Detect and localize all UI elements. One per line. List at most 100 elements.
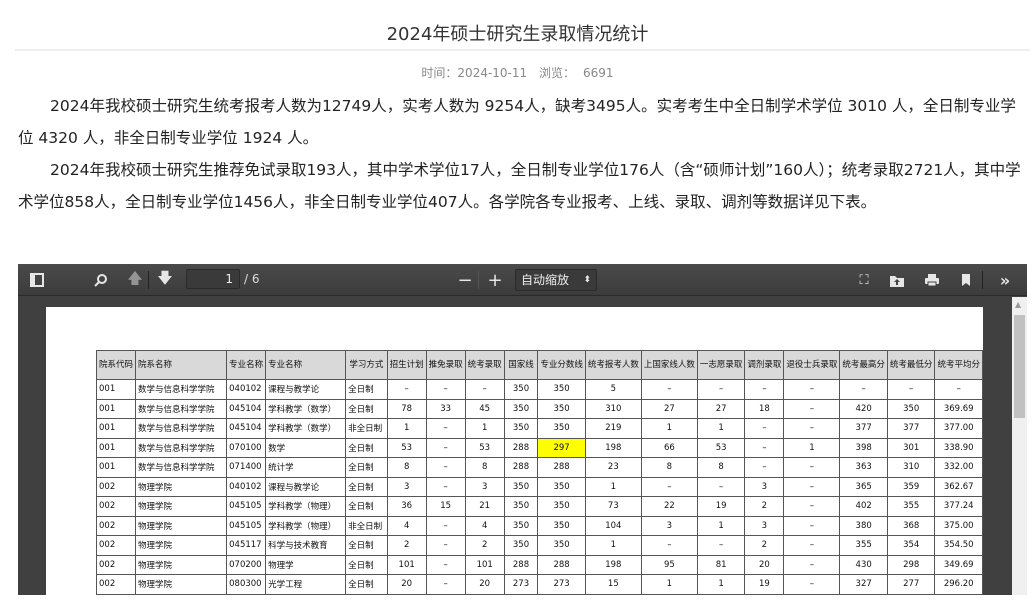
table-cell: –: [696, 476, 746, 497]
table-cell: 002: [95, 515, 137, 536]
table-cell: 53: [464, 437, 505, 458]
table-cell: 355: [839, 535, 888, 556]
table-cell: 物理学院: [135, 574, 228, 595]
table-cell: 001: [95, 418, 137, 439]
table-cell: 350: [537, 535, 586, 556]
bookmark-icon[interactable]: [955, 269, 977, 291]
table-cell: 002: [95, 476, 137, 497]
table-cell: 002: [95, 554, 137, 575]
arrow-down-icon[interactable]: 🡇: [157, 268, 173, 287]
table-cell: 288: [503, 457, 539, 478]
table-cell: 36: [386, 496, 427, 517]
scrollbar-thumb[interactable]: [1014, 315, 1025, 418]
table-cell: 045105: [226, 496, 267, 517]
table-cell: 物理学: [265, 554, 347, 575]
table-cell: 全日制: [345, 379, 388, 400]
table-cell: 1: [783, 437, 841, 458]
print-icon[interactable]: [921, 269, 943, 291]
table-cell: –: [744, 437, 785, 458]
table-cell: 非全日制: [345, 418, 388, 439]
table-cell: –: [696, 379, 746, 400]
column-header: 专业分数线: [537, 350, 586, 380]
table-row: 001 数学与信息科学学院 045104 学科教学（数学） 非全日制 1–1 350 350 2…: [95, 418, 983, 439]
paragraph-exam-stats: 2024年我校硕士研究生统考报考人数为12749人，实考人数为 9254人，缺考…: [18, 97, 1016, 147]
table-cell: 070200: [226, 554, 267, 575]
table-cell: 288: [537, 457, 586, 478]
sidebar-toggle-icon[interactable]: [26, 269, 48, 291]
table-cell: 377.00: [934, 418, 983, 439]
table-cell: 349.69: [934, 554, 983, 575]
table-cell: –: [783, 457, 841, 478]
table-cell: 1: [696, 515, 746, 536]
table-cell: 402: [839, 496, 888, 517]
table-cell: 040102: [226, 379, 267, 400]
column-header: 调剂录取: [744, 350, 785, 380]
table-cell: 数学: [265, 437, 347, 458]
table-cell: 全日制: [345, 496, 388, 517]
table-cell: 362.67: [934, 476, 983, 497]
table-cell: 课程与教学论: [265, 379, 347, 400]
fullscreen-icon[interactable]: ⛶: [859, 272, 869, 288]
table-cell: 81: [696, 554, 746, 575]
table-cell: 363: [839, 457, 888, 478]
scroll-up-icon[interactable]: ▲: [1015, 300, 1022, 309]
column-header: 统考平均分: [934, 350, 983, 380]
table-cell: –: [425, 476, 466, 497]
table-cell: 398: [839, 437, 888, 458]
table-cell: 2: [744, 535, 785, 556]
table-cell: 297: [537, 437, 586, 458]
table-cell: –: [783, 574, 841, 595]
table-cell: 332.00: [934, 457, 983, 478]
plus-icon[interactable]: +: [487, 269, 503, 291]
table-cell: 277: [886, 574, 936, 595]
table-cell: 15: [425, 496, 466, 517]
double-chevron-right-icon[interactable]: »: [999, 270, 1011, 290]
admission-table: 院系代码 院系名称 专业名称 专业名称 学习方式 招生计划 推免录取 统考录取 国家线 专业分数线…: [95, 350, 983, 595]
select-arrows-icon: ⬍: [583, 275, 591, 285]
table-cell: 8: [696, 457, 746, 478]
table-cell: –: [783, 515, 841, 536]
table-cell: 377: [839, 418, 888, 439]
search-icon[interactable]: [90, 269, 112, 291]
table-cell: 288: [503, 554, 539, 575]
table-cell: 19: [744, 574, 785, 595]
table-cell: 338.90: [934, 437, 983, 458]
table-cell: 369.69: [934, 398, 983, 419]
table-cell: –: [386, 379, 427, 400]
table-cell: 18: [744, 398, 785, 419]
table-cell: 355: [886, 496, 936, 517]
table-cell: –: [783, 535, 841, 556]
minus-icon[interactable]: −: [457, 269, 473, 291]
table-row: 002 物理学院 080300 光学工程 全日制 20–20 273 273 15 1 1 19–32…: [95, 574, 983, 595]
table-cell: 20: [744, 554, 785, 575]
column-header: 招生计划: [386, 350, 427, 380]
table-cell: 27: [696, 398, 746, 419]
table-cell: –: [839, 379, 888, 400]
page-number-input[interactable]: 1: [186, 269, 240, 289]
table-cell: 19: [696, 496, 746, 517]
table-cell: 001: [95, 379, 137, 400]
table-cell: 73: [584, 496, 642, 517]
open-file-icon[interactable]: [886, 269, 908, 291]
column-header: 上国家线人数: [640, 350, 698, 380]
table-cell: 1: [584, 476, 642, 497]
column-header: 国家线: [503, 350, 539, 380]
table-cell: 045117: [226, 535, 267, 556]
table-cell: 273: [537, 574, 586, 595]
table-cell: –: [783, 476, 841, 497]
pdf-toolbar: 🡅 🡇 1 / 6 − + 自动缩放 ⬍ ⛶ »: [18, 264, 1027, 296]
table-cell: 045104: [226, 398, 267, 419]
scrollbar[interactable]: ▲: [1012, 297, 1027, 595]
column-header: 统考最低分: [886, 350, 936, 380]
arrow-up-icon[interactable]: 🡅: [127, 268, 143, 287]
table-cell: 1: [464, 418, 505, 439]
publish-time: 时间：2024-10-11: [421, 66, 528, 80]
table-cell: 20: [386, 574, 427, 595]
table-cell: 23: [584, 457, 642, 478]
table-cell: 15: [584, 574, 642, 595]
table-row: 002 物理学院 045105 学科教学（物理） 全日制 36 15 21 350 350 73 22…: [95, 496, 983, 517]
table-cell: 296.20: [934, 574, 983, 595]
zoom-select[interactable]: 自动缩放 ⬍: [515, 269, 597, 291]
table-cell: 380: [839, 515, 888, 536]
table-cell: 045105: [226, 515, 267, 536]
